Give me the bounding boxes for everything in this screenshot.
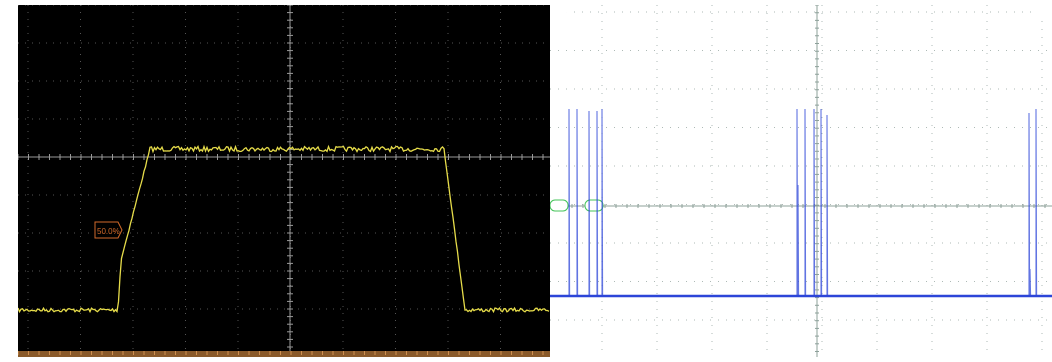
right-waveform-svg [550, 5, 1052, 357]
bottom-status-strip [18, 351, 550, 357]
level-marker-50-percent: 50.0% [94, 221, 123, 239]
svg-text:50.0%: 50.0% [97, 227, 120, 236]
pulse-waveform-trace [18, 144, 550, 314]
digital-pulse-trace [550, 108, 1052, 297]
oscilloscope-left-display: 50.0% [18, 5, 550, 357]
channel-label-tag [584, 199, 604, 212]
left-waveform-svg: 50.0% [18, 5, 550, 357]
channel-label-tag [550, 199, 569, 212]
oscilloscope-right-display [550, 5, 1052, 357]
